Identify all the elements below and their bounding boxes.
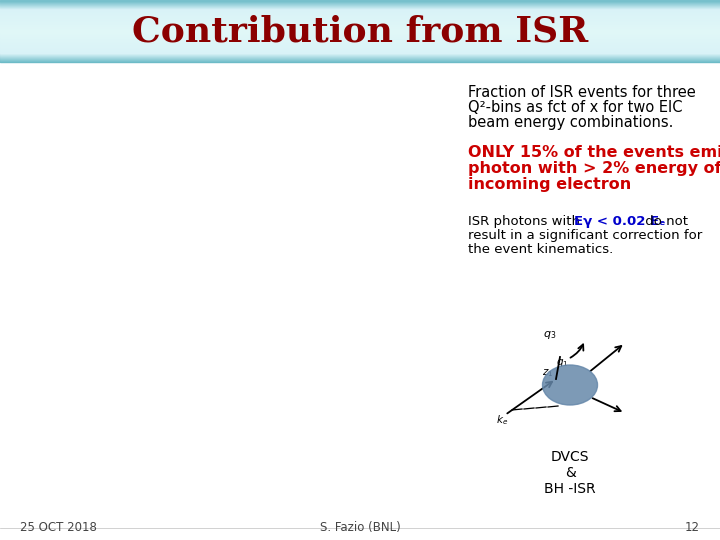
Bar <box>0 11 720 12</box>
Bar <box>0 44 720 45</box>
Bar <box>0 10 720 11</box>
Text: $q_3$: $q_3$ <box>544 329 557 341</box>
Bar <box>0 6 720 8</box>
Text: the event kinematics.: the event kinematics. <box>468 243 613 256</box>
Text: photon with > 2% energy of the: photon with > 2% energy of the <box>468 161 720 176</box>
Bar <box>0 21 720 23</box>
Bar <box>0 53 720 55</box>
Bar <box>0 32 720 34</box>
Text: 12: 12 <box>685 521 700 534</box>
Bar <box>0 48 720 50</box>
Bar <box>0 40 720 42</box>
Bar <box>0 54 720 56</box>
Bar <box>0 49 720 51</box>
Bar <box>0 3 720 4</box>
Text: incoming electron: incoming electron <box>468 177 631 192</box>
Bar <box>0 22 720 24</box>
Text: Fraction of ISR events for three: Fraction of ISR events for three <box>468 85 696 100</box>
Text: 25 OCT 2018: 25 OCT 2018 <box>20 521 97 534</box>
Bar <box>0 4 720 5</box>
Bar <box>0 12 720 14</box>
Bar <box>0 57 720 59</box>
Bar <box>0 1 720 2</box>
Bar <box>0 45 720 46</box>
Bar <box>0 6 720 7</box>
Bar <box>0 42 720 43</box>
Bar <box>0 5 720 6</box>
Bar <box>0 46 720 48</box>
Text: Contribution from ISR: Contribution from ISR <box>132 14 588 48</box>
Bar <box>0 30 720 32</box>
Bar <box>0 33 720 35</box>
Text: beam energy combinations.: beam energy combinations. <box>468 115 673 130</box>
Bar <box>0 24 720 26</box>
Text: $z_1$: $z_1$ <box>542 367 554 379</box>
Bar <box>0 20 720 22</box>
Text: $k_e$: $k_e$ <box>496 413 508 427</box>
Bar <box>0 14 720 16</box>
Bar <box>0 18 720 19</box>
Bar <box>0 23 720 25</box>
Bar <box>0 39 720 40</box>
Bar <box>0 13 720 15</box>
Text: Q²-bins as fct of x for two EIC: Q²-bins as fct of x for two EIC <box>468 100 683 115</box>
Bar <box>0 9 720 10</box>
Bar <box>0 47 720 49</box>
Text: do not: do not <box>641 215 688 228</box>
Bar <box>0 41 720 42</box>
Bar <box>0 30 720 31</box>
Ellipse shape <box>542 365 598 405</box>
Bar <box>0 43 720 44</box>
Bar <box>0 26 720 28</box>
Bar <box>0 8 720 9</box>
Bar <box>0 37 720 38</box>
Bar <box>0 19 720 21</box>
Bar <box>0 0 720 1</box>
Bar <box>0 2 720 3</box>
Text: result in a significant correction for: result in a significant correction for <box>468 229 702 242</box>
Bar <box>0 55 720 57</box>
Bar <box>0 38 720 39</box>
Bar <box>0 52 720 54</box>
Bar <box>0 58 720 60</box>
Bar <box>0 36 720 37</box>
Text: ISR photons with: ISR photons with <box>468 215 584 228</box>
Bar <box>0 28 720 29</box>
Text: ONLY 15% of the events emit a: ONLY 15% of the events emit a <box>468 145 720 160</box>
Bar <box>0 17 720 18</box>
Bar <box>0 16 720 18</box>
Text: $q_1$: $q_1$ <box>556 357 568 369</box>
Bar <box>0 56 720 58</box>
Bar <box>0 25 720 27</box>
Bar <box>0 59 720 61</box>
Bar <box>0 31 720 33</box>
Text: Eγ < 0.02 Eₑ: Eγ < 0.02 Eₑ <box>574 215 665 228</box>
Text: S. Fazio (BNL): S. Fazio (BNL) <box>320 521 400 534</box>
Bar <box>0 51 720 53</box>
Text: DVCS
&
BH -ISR: DVCS & BH -ISR <box>544 450 596 496</box>
Bar <box>0 60 720 62</box>
Bar <box>0 35 720 36</box>
Bar <box>0 50 720 52</box>
Bar <box>0 15 720 17</box>
Bar <box>0 29 720 30</box>
